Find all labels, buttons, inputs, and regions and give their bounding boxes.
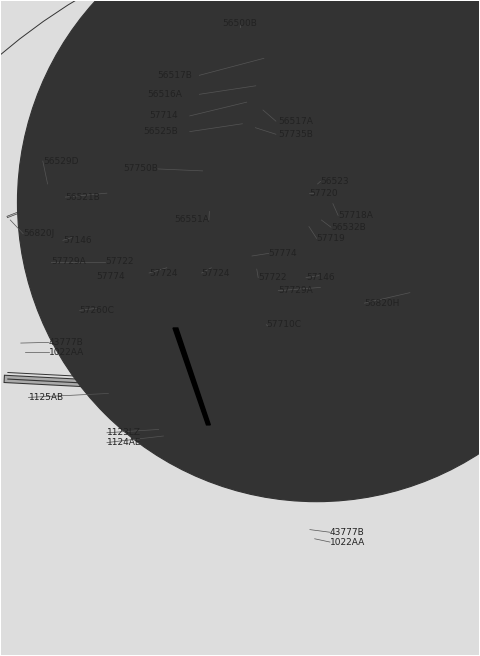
Circle shape [0,0,480,575]
Text: 57722: 57722 [105,257,133,266]
Text: 43777B: 43777B [330,527,365,537]
Polygon shape [56,292,164,354]
Circle shape [0,0,480,642]
Circle shape [0,0,480,561]
Text: 56523: 56523 [321,177,349,186]
Text: 57735B: 57735B [278,130,313,138]
Text: 57750B: 57750B [123,165,157,173]
Text: 57260C: 57260C [80,306,115,315]
Circle shape [0,44,318,642]
Text: 57729A: 57729A [278,286,313,295]
Text: 57774: 57774 [96,272,125,281]
Text: 1022AA: 1022AA [330,537,365,546]
Circle shape [0,0,480,570]
Circle shape [0,0,480,457]
Text: 56532B: 56532B [331,222,366,232]
Text: 1125AB: 1125AB [28,393,63,402]
Text: 1123LZ: 1123LZ [107,428,141,438]
Circle shape [17,0,480,502]
Text: 57720: 57720 [310,189,338,197]
Text: 57774: 57774 [269,249,297,258]
Circle shape [10,230,480,656]
Circle shape [0,0,480,621]
Text: 57724: 57724 [202,268,230,277]
Text: 57729A: 57729A [51,257,86,266]
Text: 56820H: 56820H [364,298,400,308]
Polygon shape [173,328,210,425]
Circle shape [0,39,480,656]
Text: 56500B: 56500B [223,19,257,28]
Text: 43777B: 43777B [48,338,84,347]
Text: 1022AA: 1022AA [48,348,84,357]
Text: 57719: 57719 [317,234,345,243]
Text: 57710C: 57710C [266,320,301,329]
Bar [257,290,468,362]
Text: 57718A: 57718A [338,211,373,220]
Text: 57714: 57714 [149,112,178,121]
Text: 57146: 57146 [63,236,92,245]
Text: 57724: 57724 [149,268,178,277]
Text: 56551A: 56551A [174,215,209,224]
Text: 56517A: 56517A [278,117,313,126]
Text: 1124AE: 1124AE [107,438,142,447]
Text: 56525B: 56525B [143,127,178,136]
Text: 56529D: 56529D [43,157,78,165]
Text: 56820J: 56820J [23,229,54,238]
Text: 56521B: 56521B [65,193,100,201]
Text: 57722: 57722 [258,273,287,282]
Text: 56516A: 56516A [148,90,182,99]
Circle shape [9,0,480,521]
Text: 56517B: 56517B [157,71,192,80]
Text: 57146: 57146 [306,273,335,282]
Bar [268,322,347,330]
Bar [15,27,468,292]
